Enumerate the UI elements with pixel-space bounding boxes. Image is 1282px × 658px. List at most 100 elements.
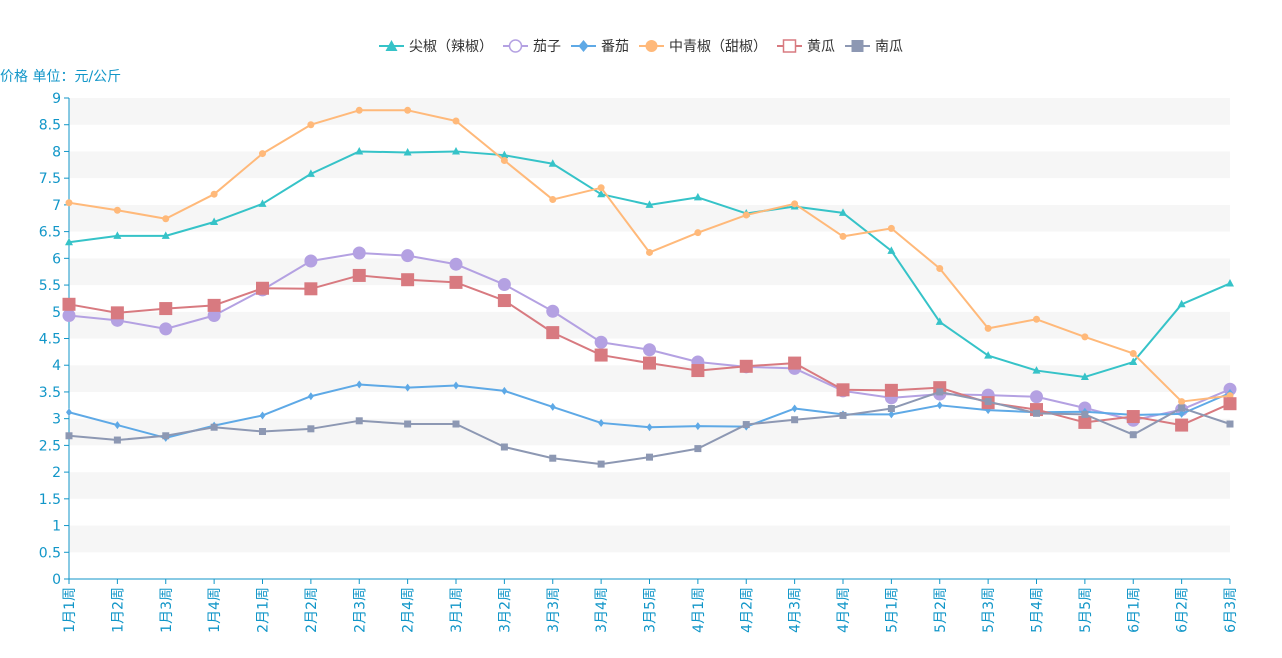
data-point[interactable] [307, 392, 314, 401]
data-point[interactable] [1226, 278, 1234, 287]
data-point[interactable] [549, 454, 557, 462]
legend-item[interactable]: 南瓜 [845, 39, 903, 55]
data-point[interactable] [836, 383, 850, 397]
data-point[interactable] [404, 106, 412, 114]
data-point[interactable] [935, 317, 944, 325]
data-point[interactable] [548, 159, 557, 167]
data-point[interactable] [1178, 409, 1185, 418]
data-point[interactable] [113, 231, 122, 239]
data-point[interactable] [1178, 398, 1186, 406]
data-point[interactable] [307, 425, 315, 433]
data-point[interactable] [497, 278, 511, 292]
legend-item[interactable]: 番茄 [571, 38, 629, 55]
data-point[interactable] [597, 184, 605, 192]
data-point[interactable] [65, 199, 73, 207]
data-point[interactable] [984, 324, 992, 332]
data-point[interactable] [887, 224, 895, 232]
data-point[interactable] [403, 148, 412, 156]
data-point[interactable] [597, 460, 605, 468]
legend-item[interactable]: 中青椒（甜椒） [639, 39, 767, 55]
data-point[interactable] [1223, 397, 1237, 411]
data-point[interactable] [452, 146, 460, 155]
data-point[interactable] [258, 199, 267, 207]
data-point[interactable] [1080, 372, 1089, 380]
data-point[interactable] [1032, 366, 1041, 374]
data-point[interactable] [307, 121, 315, 129]
data-point[interactable] [739, 359, 753, 373]
data-point[interactable] [984, 351, 993, 359]
data-point[interactable] [884, 383, 898, 397]
data-point[interactable] [1030, 390, 1043, 404]
data-point[interactable] [694, 422, 701, 431]
data-point[interactable] [791, 416, 799, 424]
data-point[interactable] [646, 248, 653, 256]
data-point[interactable] [646, 453, 653, 461]
data-point[interactable] [401, 273, 415, 287]
data-point[interactable] [159, 322, 173, 336]
data-point[interactable] [645, 200, 654, 208]
data-point[interactable] [501, 386, 508, 395]
data-point[interactable] [887, 405, 895, 413]
data-point[interactable] [62, 297, 76, 311]
data-point[interactable] [1081, 410, 1089, 418]
data-point[interactable] [1129, 349, 1137, 357]
data-point[interactable] [742, 421, 750, 429]
data-point[interactable] [452, 420, 460, 428]
data-point[interactable] [62, 309, 76, 323]
data-point[interactable] [643, 356, 656, 370]
legend-item[interactable]: 茄子 [503, 38, 561, 55]
data-point[interactable] [887, 246, 896, 254]
data-point[interactable] [500, 443, 508, 451]
data-point[interactable] [113, 436, 121, 444]
data-point[interactable] [742, 211, 750, 219]
data-point[interactable] [162, 432, 170, 440]
data-point[interactable] [304, 282, 318, 296]
data-point[interactable] [452, 117, 460, 125]
data-point[interactable] [210, 190, 218, 198]
data-point[interactable] [594, 348, 608, 362]
data-point[interactable] [401, 249, 415, 263]
data-point[interactable] [500, 157, 508, 165]
data-point[interactable] [355, 106, 363, 114]
data-point[interactable] [355, 417, 363, 425]
data-point[interactable] [936, 264, 944, 272]
data-point[interactable] [643, 343, 656, 357]
data-point[interactable] [304, 254, 318, 268]
data-point[interactable] [449, 257, 463, 271]
data-point[interactable] [1129, 357, 1138, 366]
data-point[interactable] [839, 232, 847, 240]
data-point[interactable] [1226, 420, 1234, 428]
data-point[interactable] [404, 383, 411, 392]
data-point[interactable] [449, 275, 463, 289]
data-point[interactable] [207, 298, 221, 312]
data-point[interactable] [352, 246, 366, 260]
data-point[interactable] [839, 411, 847, 419]
data-point[interactable] [497, 294, 511, 308]
data-point[interactable] [306, 169, 315, 177]
data-point[interactable] [356, 380, 363, 389]
data-point[interactable] [888, 410, 895, 419]
data-point[interactable] [159, 302, 173, 316]
data-point[interactable] [161, 231, 170, 239]
data-point[interactable] [110, 306, 124, 320]
data-point[interactable] [114, 421, 121, 430]
data-point[interactable] [210, 423, 218, 431]
data-point[interactable] [693, 192, 702, 201]
data-point[interactable] [352, 268, 366, 282]
data-point[interactable] [546, 326, 560, 340]
data-point[interactable] [113, 206, 121, 214]
data-point[interactable] [1126, 410, 1140, 424]
data-point[interactable] [65, 432, 73, 440]
data-point[interactable] [549, 402, 556, 411]
data-point[interactable] [791, 200, 799, 208]
legend-item[interactable]: 尖椒（辣椒） [379, 39, 493, 55]
data-point[interactable] [1033, 409, 1040, 417]
data-point[interactable] [936, 388, 944, 396]
data-point[interactable] [259, 427, 266, 435]
data-point[interactable] [694, 445, 702, 453]
data-point[interactable] [256, 281, 269, 295]
data-point[interactable] [788, 356, 802, 370]
data-point[interactable] [1081, 333, 1089, 341]
data-point[interactable] [1177, 299, 1186, 308]
data-point[interactable] [65, 237, 73, 246]
